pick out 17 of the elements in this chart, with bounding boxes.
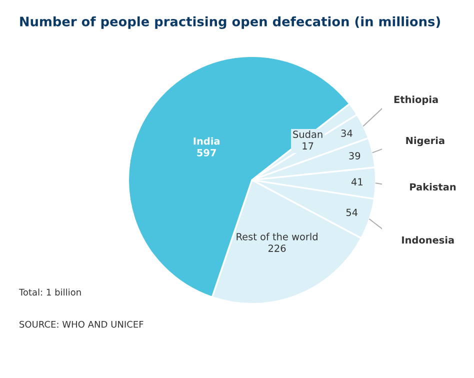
data-label: 54 xyxy=(346,208,358,216)
slice-label: Indonesia xyxy=(402,236,454,244)
slice-label: Nigeria xyxy=(406,136,444,146)
chart-title: Number of people practising open defecation (in millions) xyxy=(20,16,440,29)
data-label: 34 xyxy=(341,130,352,137)
data-label: 39 xyxy=(349,152,360,160)
data-label: 226 xyxy=(268,244,286,252)
data-label: 41 xyxy=(351,178,362,186)
data-label: 597 xyxy=(197,149,216,156)
data-label: 17 xyxy=(302,142,314,150)
text: Total: 1 billion xyxy=(18,288,81,296)
slice-label: Ethiopia xyxy=(394,96,438,105)
slice-label: India xyxy=(194,137,220,145)
source-note: SOURCE: WHO AND UNICEF xyxy=(20,320,144,328)
slice-label: Pakistan xyxy=(410,183,456,191)
slice-label: Rest of the world xyxy=(236,232,318,240)
slice-label: Sudan xyxy=(293,130,322,138)
